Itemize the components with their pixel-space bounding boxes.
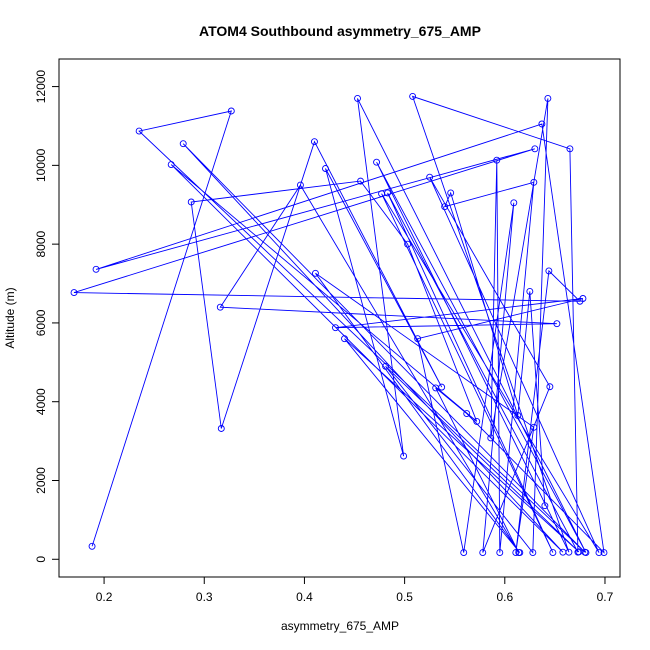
data-point (544, 94, 552, 102)
data-point (595, 549, 603, 557)
data-point (565, 548, 573, 556)
x-tick-label: 0.5 (396, 590, 413, 604)
data-point (531, 145, 539, 153)
data-point (575, 548, 583, 556)
data-point (179, 140, 187, 148)
data-point (479, 549, 487, 557)
data-point (510, 199, 518, 207)
data-point (530, 178, 538, 186)
data-point (441, 203, 449, 211)
data-point (526, 287, 534, 295)
data-point (566, 145, 574, 153)
data-point (546, 383, 554, 391)
y-tick-label: 12000 (34, 70, 48, 104)
data-point (322, 165, 329, 172)
data-point (217, 425, 225, 432)
data-point (432, 384, 440, 392)
data-point (227, 107, 235, 115)
data-point (92, 265, 100, 273)
data-point (400, 452, 408, 460)
data-point (576, 297, 584, 305)
data-point (582, 549, 590, 557)
x-tick-label: 0.3 (196, 590, 213, 604)
data-point (332, 324, 339, 332)
data-point (514, 412, 522, 419)
x-axis: 0.2 0.3 0.4 0.5 0.6 0.7 (96, 576, 614, 604)
y-tick-label: 0 (34, 556, 48, 563)
x-tick-label: 0.4 (296, 590, 313, 604)
data-point (426, 173, 434, 181)
y-axis: 0 2000 4000 6000 8000 10000 12000 (34, 70, 60, 563)
data-point (135, 127, 143, 135)
x-tick-label: 0.2 (96, 590, 113, 604)
data-point (545, 267, 553, 275)
data-point (493, 156, 501, 164)
data-point (216, 303, 224, 311)
data-point (460, 549, 468, 557)
data-point (354, 94, 361, 102)
data-point (553, 320, 561, 328)
data-point (409, 92, 417, 100)
y-axis-label: Altitude (m) (3, 287, 17, 348)
data-point (516, 549, 524, 557)
y-tick-label: 2000 (34, 467, 48, 494)
data-point (187, 198, 195, 206)
data-point (382, 362, 390, 370)
data-point (529, 549, 537, 557)
data-point (296, 181, 304, 189)
data-point (312, 269, 319, 277)
data-point (600, 549, 608, 557)
data-point (373, 158, 381, 166)
series-line (73, 95, 605, 554)
y-tick-label: 6000 (34, 309, 48, 336)
data-point (487, 434, 495, 442)
data-point (378, 190, 386, 198)
x-tick-label: 0.6 (496, 590, 513, 604)
data-point (414, 335, 422, 343)
y-tick-label: 10000 (34, 148, 48, 182)
data-point (311, 138, 318, 146)
data-point (530, 423, 538, 431)
x-tick-label: 0.7 (597, 590, 614, 604)
x-axis-label: asymmetry_675_AMP (281, 619, 399, 633)
data-point (463, 410, 471, 417)
data-point (496, 549, 504, 557)
data-point (512, 549, 520, 557)
y-tick-label: 8000 (34, 230, 48, 257)
y-tick-label: 4000 (34, 388, 48, 415)
data-point (357, 177, 364, 185)
series-layer (70, 92, 608, 557)
data-point (167, 161, 175, 169)
data-point (447, 189, 455, 197)
data-point (88, 542, 96, 550)
data-point (541, 502, 549, 510)
data-point (549, 549, 557, 557)
chart-title: ATOM4 Southbound asymmetry_675_AMP (199, 23, 481, 39)
data-point (473, 417, 481, 425)
data-point (404, 240, 412, 248)
data-point (341, 335, 348, 343)
data-point (538, 120, 546, 128)
data-point (70, 289, 78, 297)
